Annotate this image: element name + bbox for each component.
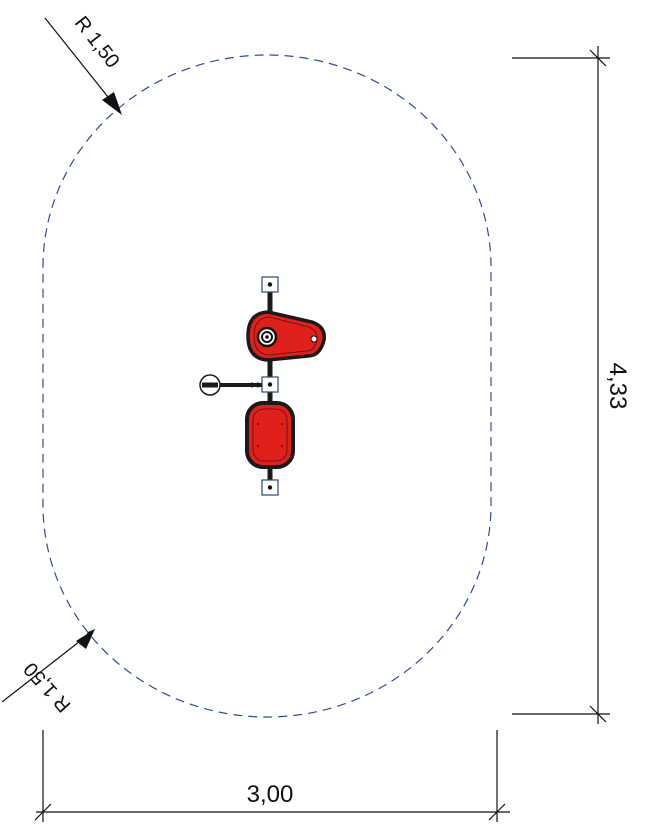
width-label: 3,00 [247, 781, 294, 808]
tear-drop-seat-icon [246, 310, 326, 362]
height-dimension [512, 46, 610, 724]
radius-leader-top [44, 17, 122, 115]
height-label: 4,33 [604, 363, 631, 410]
anchor-post-bottom [261, 479, 279, 496]
anchor-post-middle [261, 376, 279, 393]
spring-seesaw-equipment [199, 276, 326, 496]
radius-leader-bottom [1, 629, 95, 703]
anchor-post-top [261, 276, 279, 293]
radius-label-top: R 1,50 [70, 12, 124, 72]
handle-bar-icon [199, 374, 262, 396]
safety-zone-outline [42, 54, 492, 718]
rounded-rect-seat-icon [245, 401, 295, 469]
width-dimension [34, 730, 510, 822]
